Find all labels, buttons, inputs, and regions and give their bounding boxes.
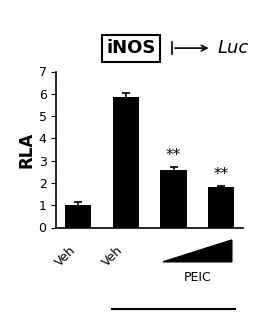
Text: OVA: OVA (157, 324, 189, 325)
Bar (113, 97, 139, 228)
Text: Veh: Veh (100, 243, 126, 269)
Y-axis label: RLA: RLA (18, 131, 36, 168)
Text: iNOS: iNOS (106, 39, 156, 57)
Bar (208, 188, 234, 227)
Bar (65, 205, 91, 227)
Text: Veh: Veh (52, 243, 78, 269)
Bar (161, 170, 187, 228)
Polygon shape (163, 240, 232, 262)
Text: Luc: Luc (217, 39, 248, 57)
Text: **: ** (214, 167, 229, 182)
Text: PEIC: PEIC (184, 271, 211, 284)
Text: **: ** (166, 148, 181, 163)
